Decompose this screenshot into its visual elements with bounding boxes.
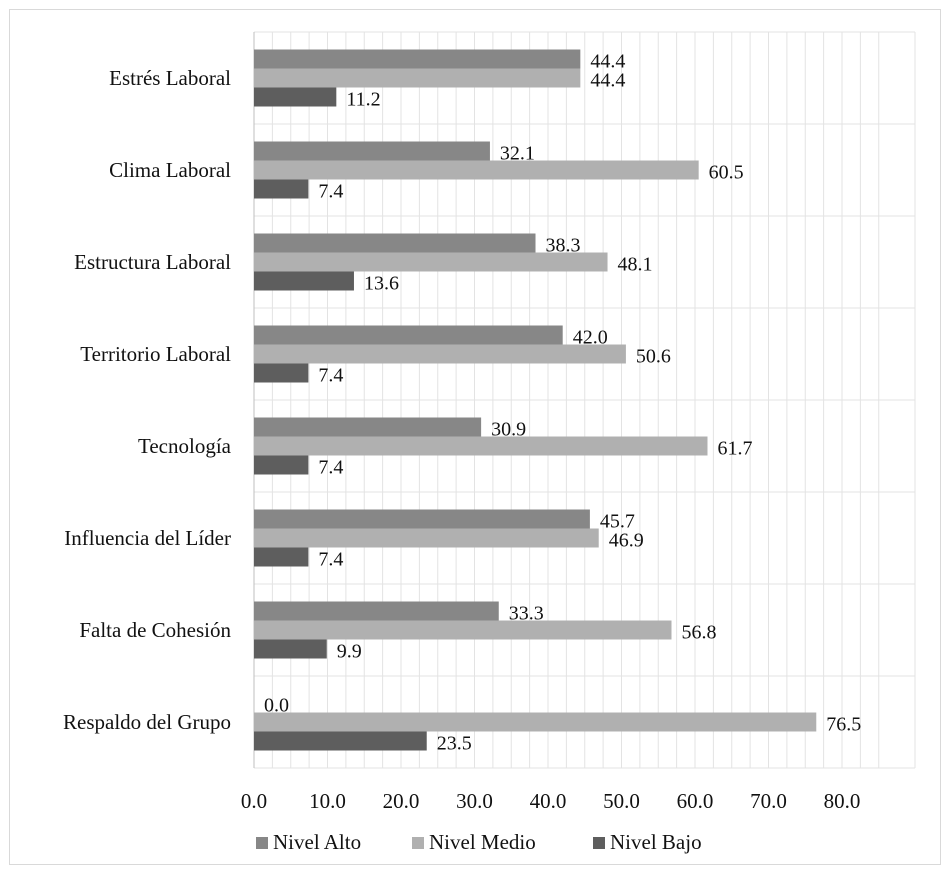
legend-label: Nivel Bajo <box>610 830 702 854</box>
data-label: 7.4 <box>318 457 343 479</box>
bar <box>254 417 482 437</box>
data-label: 44.4 <box>590 70 625 92</box>
bar <box>254 509 590 529</box>
data-label: 7.4 <box>318 181 343 203</box>
data-label: 13.6 <box>364 273 399 295</box>
x-tick-label: 80.0 <box>824 789 861 813</box>
x-axis-ticks: 0.0 10.0 20.0 30.0 40.0 50.0 60.0 70.0 80.0 <box>241 789 861 813</box>
bar <box>254 325 563 345</box>
bar <box>254 363 309 383</box>
data-label: 56.8 <box>681 622 716 644</box>
data-label: 42.0 <box>573 327 608 349</box>
bar <box>254 68 581 88</box>
x-tick-label: 20.0 <box>383 789 420 813</box>
x-tick-label: 30.0 <box>456 789 493 813</box>
bar <box>254 639 327 659</box>
data-label: 32.1 <box>500 143 535 165</box>
data-label: 7.4 <box>318 549 343 571</box>
x-tick-label: 50.0 <box>603 789 640 813</box>
data-label: 45.7 <box>600 511 635 533</box>
legend-swatch <box>593 837 605 849</box>
data-label: 46.9 <box>609 530 644 552</box>
data-label: 11.2 <box>346 89 380 111</box>
bars: 44.444.4 11.2 32.1 60.5 7.4 38.3 48.1 13.6 42.0 5… <box>254 49 861 755</box>
legend: Nivel Alto Nivel Medio Nivel Bajo <box>256 830 702 854</box>
bar <box>254 547 309 567</box>
data-label: 7.4 <box>318 365 343 387</box>
bar <box>254 601 499 621</box>
data-label: 30.9 <box>491 419 526 441</box>
category-label: Influencia del Líder <box>64 526 231 550</box>
bar <box>254 160 699 180</box>
category-label: Falta de Cohesión <box>79 618 231 642</box>
category-label: Estructura Laboral <box>74 250 231 274</box>
category-label: Clima Laboral <box>109 158 231 182</box>
data-label: 9.9 <box>337 641 362 663</box>
legend-swatch <box>256 837 268 849</box>
x-tick-label: 70.0 <box>750 789 787 813</box>
category-label: Estrés Laboral <box>109 66 231 90</box>
data-label: 60.5 <box>709 162 744 184</box>
data-label: 33.3 <box>509 603 544 625</box>
x-tick-label: 60.0 <box>677 789 714 813</box>
category-label: Territorio Laboral <box>80 342 231 366</box>
x-tick-label: 10.0 <box>309 789 346 813</box>
x-tick-label: 40.0 <box>530 789 567 813</box>
bar <box>254 233 536 253</box>
bar <box>254 344 626 364</box>
legend-label: Nivel Medio <box>429 830 536 854</box>
bar <box>254 252 608 272</box>
bar <box>254 49 581 69</box>
bar <box>254 731 427 751</box>
legend-label: Nivel Alto <box>273 830 361 854</box>
data-label: 50.6 <box>636 346 671 368</box>
x-tick-label: 0.0 <box>241 789 267 813</box>
data-label: 76.5 <box>826 714 861 736</box>
bar <box>254 455 309 475</box>
bar <box>254 179 309 199</box>
category-label: Respaldo del Grupo <box>63 710 231 734</box>
data-label: 23.5 <box>437 733 472 755</box>
data-label: 61.7 <box>717 438 752 460</box>
bar <box>254 141 490 161</box>
data-label: 0.0 <box>264 695 289 717</box>
bar <box>254 436 708 456</box>
bar <box>254 271 354 291</box>
legend-swatch <box>412 837 424 849</box>
bar <box>254 712 817 732</box>
data-label: 38.3 <box>546 235 581 257</box>
data-label: 44.4 <box>590 51 625 73</box>
bar <box>254 87 337 107</box>
data-label: 48.1 <box>618 254 653 276</box>
bar <box>254 528 599 548</box>
bar <box>254 620 672 640</box>
category-label: Tecnología <box>138 434 232 458</box>
